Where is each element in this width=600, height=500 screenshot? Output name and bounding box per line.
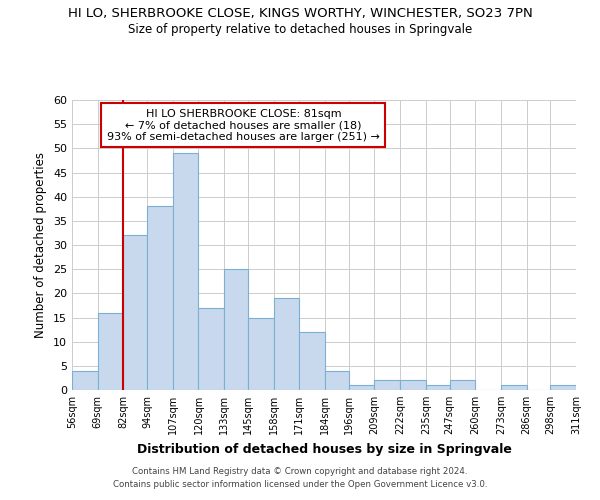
Text: Contains HM Land Registry data © Crown copyright and database right 2024.: Contains HM Land Registry data © Crown c… — [132, 467, 468, 476]
Bar — [426, 385, 449, 390]
Bar — [400, 380, 426, 390]
Bar — [224, 269, 248, 390]
Bar — [72, 370, 98, 390]
Bar — [248, 318, 274, 390]
Y-axis label: Number of detached properties: Number of detached properties — [34, 152, 47, 338]
Bar — [449, 380, 475, 390]
Bar — [349, 385, 374, 390]
Bar — [199, 308, 224, 390]
Bar — [501, 385, 527, 390]
Bar — [274, 298, 299, 390]
Bar — [124, 236, 147, 390]
Bar — [98, 312, 124, 390]
Bar — [173, 153, 199, 390]
Text: Size of property relative to detached houses in Springvale: Size of property relative to detached ho… — [128, 22, 472, 36]
Bar — [325, 370, 349, 390]
Text: HI LO SHERBROOKE CLOSE: 81sqm
← 7% of detached houses are smaller (18)
93% of se: HI LO SHERBROOKE CLOSE: 81sqm ← 7% of de… — [107, 108, 380, 142]
Text: Contains public sector information licensed under the Open Government Licence v3: Contains public sector information licen… — [113, 480, 487, 489]
Bar — [299, 332, 325, 390]
Bar — [147, 206, 173, 390]
Bar — [374, 380, 400, 390]
X-axis label: Distribution of detached houses by size in Springvale: Distribution of detached houses by size … — [137, 442, 511, 456]
Bar — [550, 385, 576, 390]
Text: HI LO, SHERBROOKE CLOSE, KINGS WORTHY, WINCHESTER, SO23 7PN: HI LO, SHERBROOKE CLOSE, KINGS WORTHY, W… — [68, 8, 532, 20]
